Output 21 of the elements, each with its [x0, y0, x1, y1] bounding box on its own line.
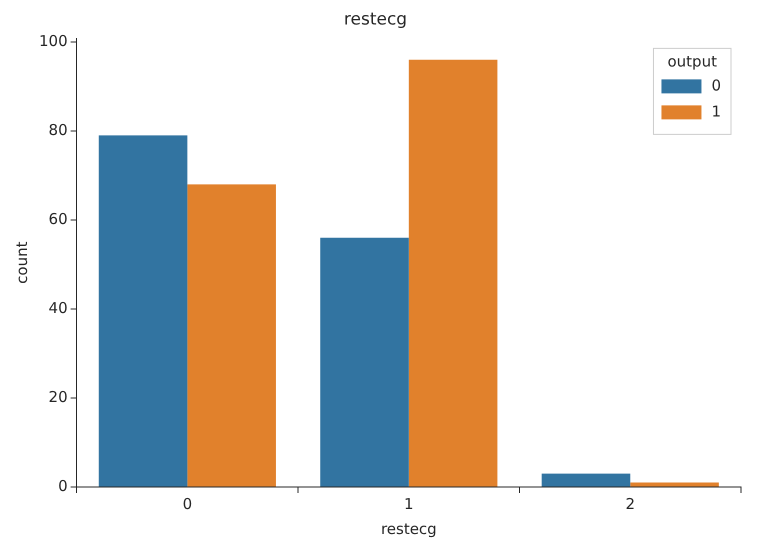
legend-label: 0	[711, 76, 722, 94]
legend-label: 1	[711, 102, 722, 120]
bar	[630, 482, 719, 486]
y-tick-label: 80	[48, 120, 68, 139]
x-tick-label: 2	[626, 494, 636, 513]
bar	[408, 60, 498, 486]
chart-title: restecg	[344, 10, 408, 30]
y-tick-label: 0	[58, 476, 68, 495]
x-tick-label: 1	[404, 494, 414, 513]
bar	[98, 135, 188, 486]
y-tick-label: 40	[48, 298, 68, 317]
bar	[187, 184, 276, 486]
y-tick-label: 20	[48, 388, 68, 406]
x-axis-title: restecg	[380, 520, 437, 538]
bar	[320, 238, 409, 486]
y-tick-label: 100	[38, 32, 68, 50]
bar	[542, 474, 630, 486]
y-axis-title: count	[12, 241, 31, 284]
y-tick-label: 60	[48, 210, 68, 228]
x-tick-label: 0	[182, 494, 192, 513]
legend-title: output	[667, 52, 718, 70]
